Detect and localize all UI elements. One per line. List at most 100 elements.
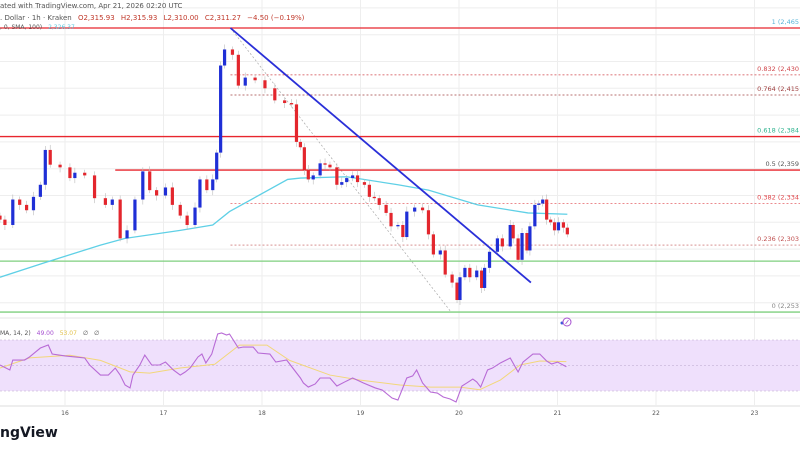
candle xyxy=(294,99,299,147)
candle-body xyxy=(508,224,512,247)
candle-body xyxy=(545,199,549,220)
candle xyxy=(273,83,277,104)
candle xyxy=(263,76,267,94)
candle-body xyxy=(438,250,442,255)
candle-body xyxy=(236,54,240,86)
candle xyxy=(431,231,435,258)
candle-body xyxy=(58,164,62,168)
candle xyxy=(565,223,569,238)
candle xyxy=(401,220,405,243)
candle-body xyxy=(405,211,409,238)
candle xyxy=(236,50,240,89)
candle-body xyxy=(475,270,479,278)
open-value: O2,315.93 xyxy=(77,14,115,22)
rsi-line xyxy=(0,332,567,403)
candle-body xyxy=(230,49,235,55)
candle-body xyxy=(219,65,223,153)
rsi-extra-1: ∅ xyxy=(82,330,89,337)
candle-body xyxy=(243,77,247,86)
candle-body xyxy=(355,175,360,183)
candle xyxy=(340,177,344,188)
candle xyxy=(483,263,487,291)
candle-body xyxy=(215,152,219,180)
candle xyxy=(480,267,484,293)
candle-body xyxy=(552,222,557,231)
candle xyxy=(372,191,376,202)
candle-body xyxy=(155,190,159,196)
candle-body xyxy=(73,172,77,179)
watermark-line: ated with TradingView.com, Apr 21, 2026 … xyxy=(0,2,186,10)
rsi-legend[interactable]: MA, 14, 2) 49.00 53.07 ∅ ∅ xyxy=(0,330,103,337)
candle-body xyxy=(83,172,87,176)
sma-legend[interactable]: , 0, SMA, 100) 2,326.37 xyxy=(0,24,79,31)
symbol-label[interactable]: . Dollar · 1h · Kraken xyxy=(0,14,72,22)
candle xyxy=(110,196,114,210)
watermark-text: ated with TradingView.com, Apr 21, 2026 … xyxy=(0,2,183,10)
candle-body xyxy=(511,224,515,239)
candle-body xyxy=(48,149,52,165)
fib-level-label: 1 (2,465 xyxy=(772,18,799,26)
candle xyxy=(243,72,247,91)
candle xyxy=(345,175,349,188)
candle xyxy=(11,194,15,228)
candle xyxy=(198,176,202,213)
candle-body xyxy=(431,234,435,255)
x-tick-label: 16 xyxy=(61,410,69,417)
candle xyxy=(283,97,287,109)
x-tick-label: 23 xyxy=(751,410,759,417)
candle-body xyxy=(495,238,500,252)
candle xyxy=(384,200,388,216)
candle xyxy=(549,216,553,226)
candle-body xyxy=(302,147,306,171)
rsi-ma-line xyxy=(0,344,567,391)
candle-body xyxy=(133,199,137,231)
candle-body xyxy=(520,233,524,260)
candle-body xyxy=(396,224,400,227)
sma-value: 2,326.37 xyxy=(48,24,75,31)
candle-body xyxy=(401,224,405,238)
candle-body xyxy=(253,77,257,81)
x-tick-label: 17 xyxy=(160,410,168,417)
candle xyxy=(58,161,62,173)
candle-body xyxy=(413,207,417,212)
candle-body xyxy=(103,198,107,205)
candle xyxy=(528,222,532,256)
candle-body xyxy=(377,198,381,205)
x-tick-label: 21 xyxy=(554,410,562,417)
candle xyxy=(500,234,504,252)
candle-body xyxy=(118,199,122,239)
candle-body xyxy=(170,187,174,205)
candle xyxy=(193,202,197,228)
candle-body xyxy=(92,175,97,199)
candle xyxy=(396,221,400,230)
candle xyxy=(219,61,223,158)
fib-level-label: 0.5 (2,359 xyxy=(765,160,799,168)
candle-body xyxy=(38,184,42,197)
candle-body xyxy=(384,204,388,213)
candle xyxy=(205,175,209,194)
candle-body xyxy=(480,270,484,288)
candle-body xyxy=(11,199,15,225)
candle-body xyxy=(541,199,545,204)
candle-body xyxy=(500,238,504,247)
candle xyxy=(215,149,219,183)
candle xyxy=(367,180,371,202)
change-value: −4.50 (−0.19%) xyxy=(247,14,305,22)
candle xyxy=(495,235,500,255)
candle-body xyxy=(443,250,447,275)
candle xyxy=(3,215,7,230)
candle xyxy=(458,272,462,306)
candle-body xyxy=(273,88,277,101)
candle xyxy=(170,182,174,210)
candle-body xyxy=(3,219,7,225)
candle-body xyxy=(455,282,459,301)
candle xyxy=(537,200,541,210)
candle-body xyxy=(222,49,227,66)
candle-body xyxy=(525,233,529,251)
candle xyxy=(73,167,77,184)
candle xyxy=(289,99,294,108)
replay-circle-icon[interactable] xyxy=(560,317,572,327)
candle xyxy=(185,211,189,230)
candle xyxy=(533,199,537,230)
